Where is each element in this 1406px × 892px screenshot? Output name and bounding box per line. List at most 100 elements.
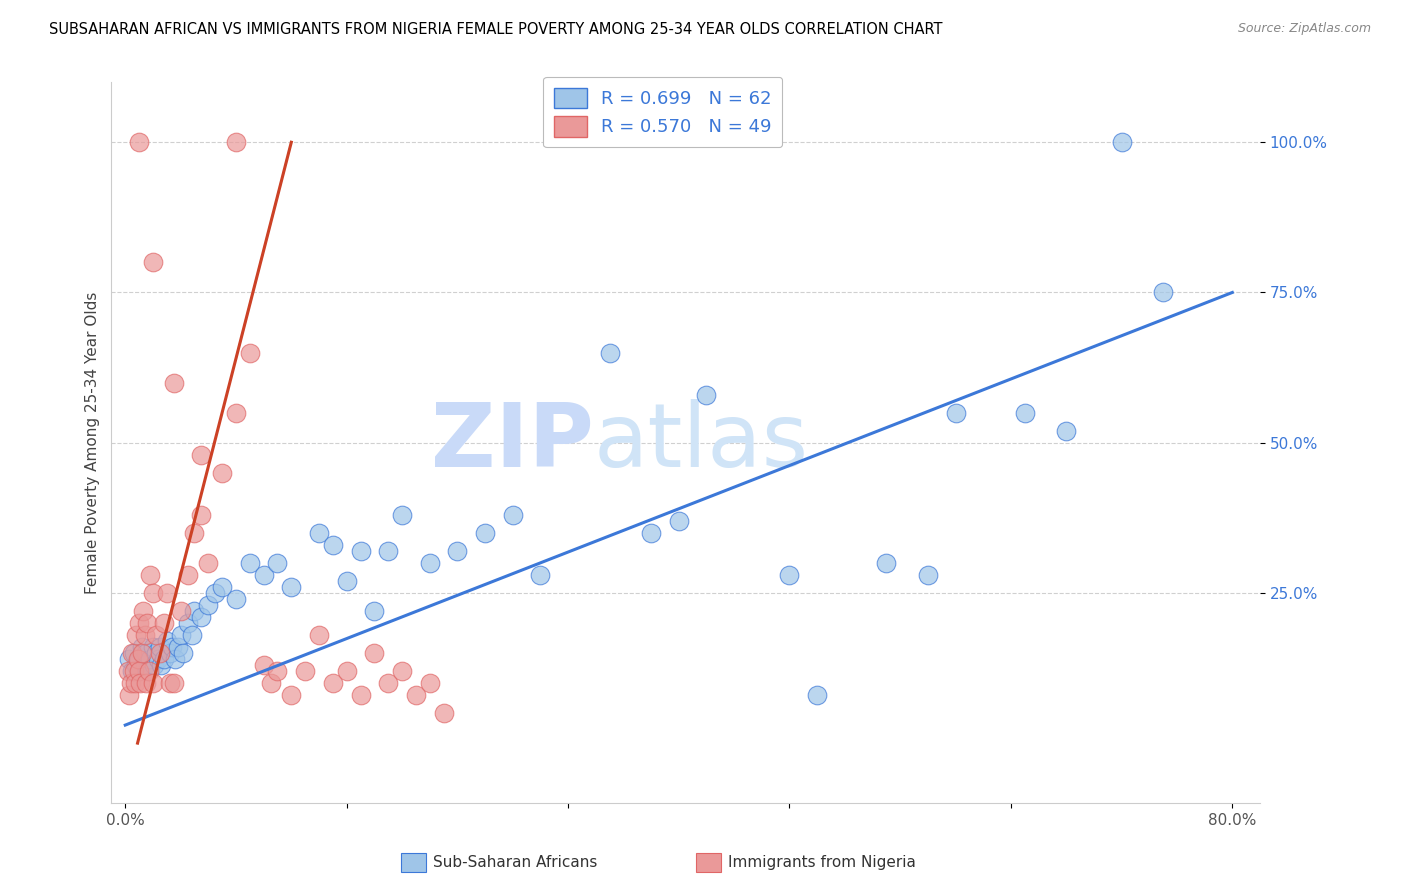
Point	[139, 567, 162, 582]
Point	[176, 567, 198, 582]
Point	[135, 676, 157, 690]
Text: atlas: atlas	[593, 400, 808, 486]
Point	[349, 544, 371, 558]
Point	[336, 574, 359, 588]
Point	[239, 556, 262, 570]
Point	[136, 615, 159, 630]
Point	[150, 658, 173, 673]
Point	[169, 604, 191, 618]
Point	[120, 676, 142, 690]
Point	[143, 658, 166, 673]
Point	[125, 628, 148, 642]
Point	[1054, 424, 1077, 438]
Point	[142, 586, 165, 600]
Text: Sub-Saharan Africans: Sub-Saharan Africans	[433, 855, 598, 870]
Point	[322, 538, 344, 552]
Point	[405, 688, 427, 702]
Point	[253, 658, 276, 673]
Point	[529, 567, 551, 582]
Point	[391, 508, 413, 522]
Point	[225, 135, 247, 149]
Point	[145, 646, 167, 660]
Point	[129, 676, 152, 690]
Text: Source: ZipAtlas.com: Source: ZipAtlas.com	[1237, 22, 1371, 36]
Point	[124, 676, 146, 690]
Point	[225, 591, 247, 606]
Y-axis label: Female Poverty Among 25-34 Year Olds: Female Poverty Among 25-34 Year Olds	[86, 292, 100, 594]
Point	[131, 640, 153, 654]
Point	[149, 640, 172, 654]
Point	[474, 525, 496, 540]
Point	[322, 676, 344, 690]
Point	[127, 652, 149, 666]
Point	[363, 646, 385, 660]
Point	[211, 466, 233, 480]
Point	[172, 646, 194, 660]
Point	[117, 664, 139, 678]
Point	[129, 664, 152, 678]
Point	[945, 406, 967, 420]
Point	[128, 615, 150, 630]
Point	[668, 514, 690, 528]
Point	[162, 640, 184, 654]
Point	[190, 508, 212, 522]
Point	[156, 634, 179, 648]
Point	[259, 676, 281, 690]
Point	[122, 646, 145, 660]
Point	[131, 646, 153, 660]
Point	[128, 135, 150, 149]
Text: Immigrants from Nigeria: Immigrants from Nigeria	[728, 855, 917, 870]
Point	[145, 628, 167, 642]
Point	[148, 652, 170, 666]
Point	[149, 646, 172, 660]
Point	[142, 255, 165, 269]
Point	[183, 525, 205, 540]
Point	[165, 652, 187, 666]
Point	[142, 640, 165, 654]
Point	[169, 628, 191, 642]
Point	[139, 652, 162, 666]
Point	[308, 525, 330, 540]
Point	[190, 448, 212, 462]
Point	[599, 345, 621, 359]
Point	[294, 664, 316, 678]
Point	[153, 652, 176, 666]
Legend: R = 0.699   N = 62, R = 0.570   N = 49: R = 0.699 N = 62, R = 0.570 N = 49	[543, 77, 782, 147]
Point	[266, 664, 288, 678]
Point	[132, 604, 155, 618]
Point	[239, 345, 262, 359]
Point	[779, 567, 801, 582]
Point	[190, 610, 212, 624]
Point	[432, 706, 454, 720]
Point	[135, 646, 157, 660]
Point	[128, 664, 150, 678]
Point	[156, 586, 179, 600]
Point	[1152, 285, 1174, 300]
Point	[159, 676, 181, 690]
Point	[225, 406, 247, 420]
Point	[118, 688, 141, 702]
Point	[204, 586, 226, 600]
Point	[1111, 135, 1133, 149]
Point	[349, 688, 371, 702]
Point	[1014, 406, 1036, 420]
Point	[446, 544, 468, 558]
Point	[134, 658, 156, 673]
Point	[197, 556, 219, 570]
Point	[153, 615, 176, 630]
Point	[363, 604, 385, 618]
Point	[125, 658, 148, 673]
Point	[159, 646, 181, 660]
Point	[121, 664, 143, 678]
Point	[391, 664, 413, 678]
Point	[176, 615, 198, 630]
Point	[142, 676, 165, 690]
Point	[806, 688, 828, 702]
Point	[183, 604, 205, 618]
Text: ZIP: ZIP	[432, 400, 593, 486]
Point	[640, 525, 662, 540]
Point	[308, 628, 330, 642]
Point	[163, 676, 186, 690]
Text: SUBSAHARAN AFRICAN VS IMMIGRANTS FROM NIGERIA FEMALE POVERTY AMONG 25-34 YEAR OL: SUBSAHARAN AFRICAN VS IMMIGRANTS FROM NI…	[49, 22, 942, 37]
Point	[163, 376, 186, 390]
